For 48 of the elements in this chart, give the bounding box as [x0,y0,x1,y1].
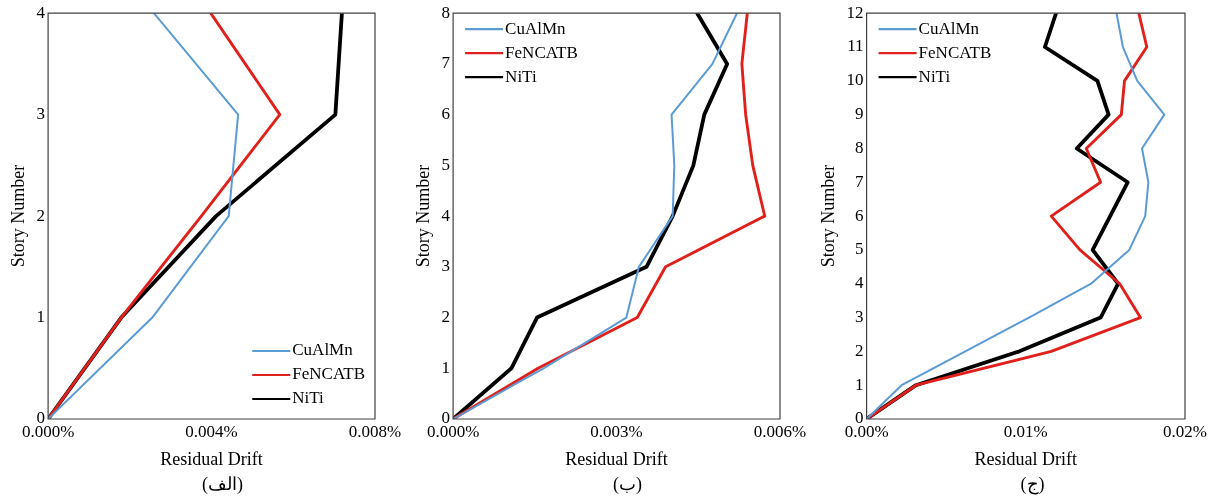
legend-label: CuAlMn [505,18,567,38]
y-tick-label: 7 [441,53,451,73]
y-tick-label: 7 [855,171,865,191]
legend-label: NiTi [918,66,951,86]
y-tick-label: 1 [855,374,864,394]
y-tick-label: 3 [441,256,451,276]
x-tick-label: 0.003% [590,421,643,441]
y-tick-label: 4 [855,273,865,293]
y-tick-label: 1 [441,357,451,377]
x-tick-label: 0.02% [1163,421,1207,441]
x-tick-label: 0.008% [348,421,402,441]
legend-label: FeNCATB [292,364,365,384]
legend-label: CuAlMn [918,18,980,38]
legend-label: NiTi [292,388,325,408]
y-tick-label: 12 [846,2,864,22]
y-axis-title: Story Number [412,164,433,268]
legend-label: NiTi [505,66,537,86]
y-tick-label: 6 [441,104,451,124]
y-tick-label: 5 [441,154,451,174]
text: (الف) [201,473,244,495]
y-tick-label: 11 [847,36,864,56]
y-tick-label: 9 [855,104,864,124]
legend-label: CuAlMn [292,340,354,360]
x-tick-label: 0.006% [753,421,807,441]
x-axis-title: Residual Drift [565,448,668,469]
y-tick-label: 3 [855,307,864,327]
text: (ج) [1019,473,1046,495]
y-tick-label: 10 [846,70,864,90]
y-tick-label: 4 [441,205,451,225]
y-axis-title: Story Number [7,164,28,268]
y-tick-label: 6 [855,205,864,225]
y-tick-label: 5 [855,239,864,259]
y-tick-label: 3 [36,104,46,124]
x-axis-title: Residual Drift [974,448,1078,469]
legend-label: FeNCATB [918,42,992,62]
y-tick-label: 4 [36,2,46,22]
y-tick-label: 8 [855,137,864,157]
text: (ب) [612,473,643,495]
x-axis-title: Residual Drift [160,448,263,469]
y-tick-label: 2 [855,340,864,360]
legend-label: FeNCATB [505,42,578,62]
y-tick-label: 2 [36,205,46,225]
y-tick-label: 1 [36,307,46,327]
x-tick-label: 0.004% [185,421,238,441]
y-tick-label: 2 [441,307,451,327]
y-tick-label: 8 [441,2,451,22]
y-axis-title: Story Number [817,164,838,268]
x-tick-label: 0.01% [1003,421,1048,441]
